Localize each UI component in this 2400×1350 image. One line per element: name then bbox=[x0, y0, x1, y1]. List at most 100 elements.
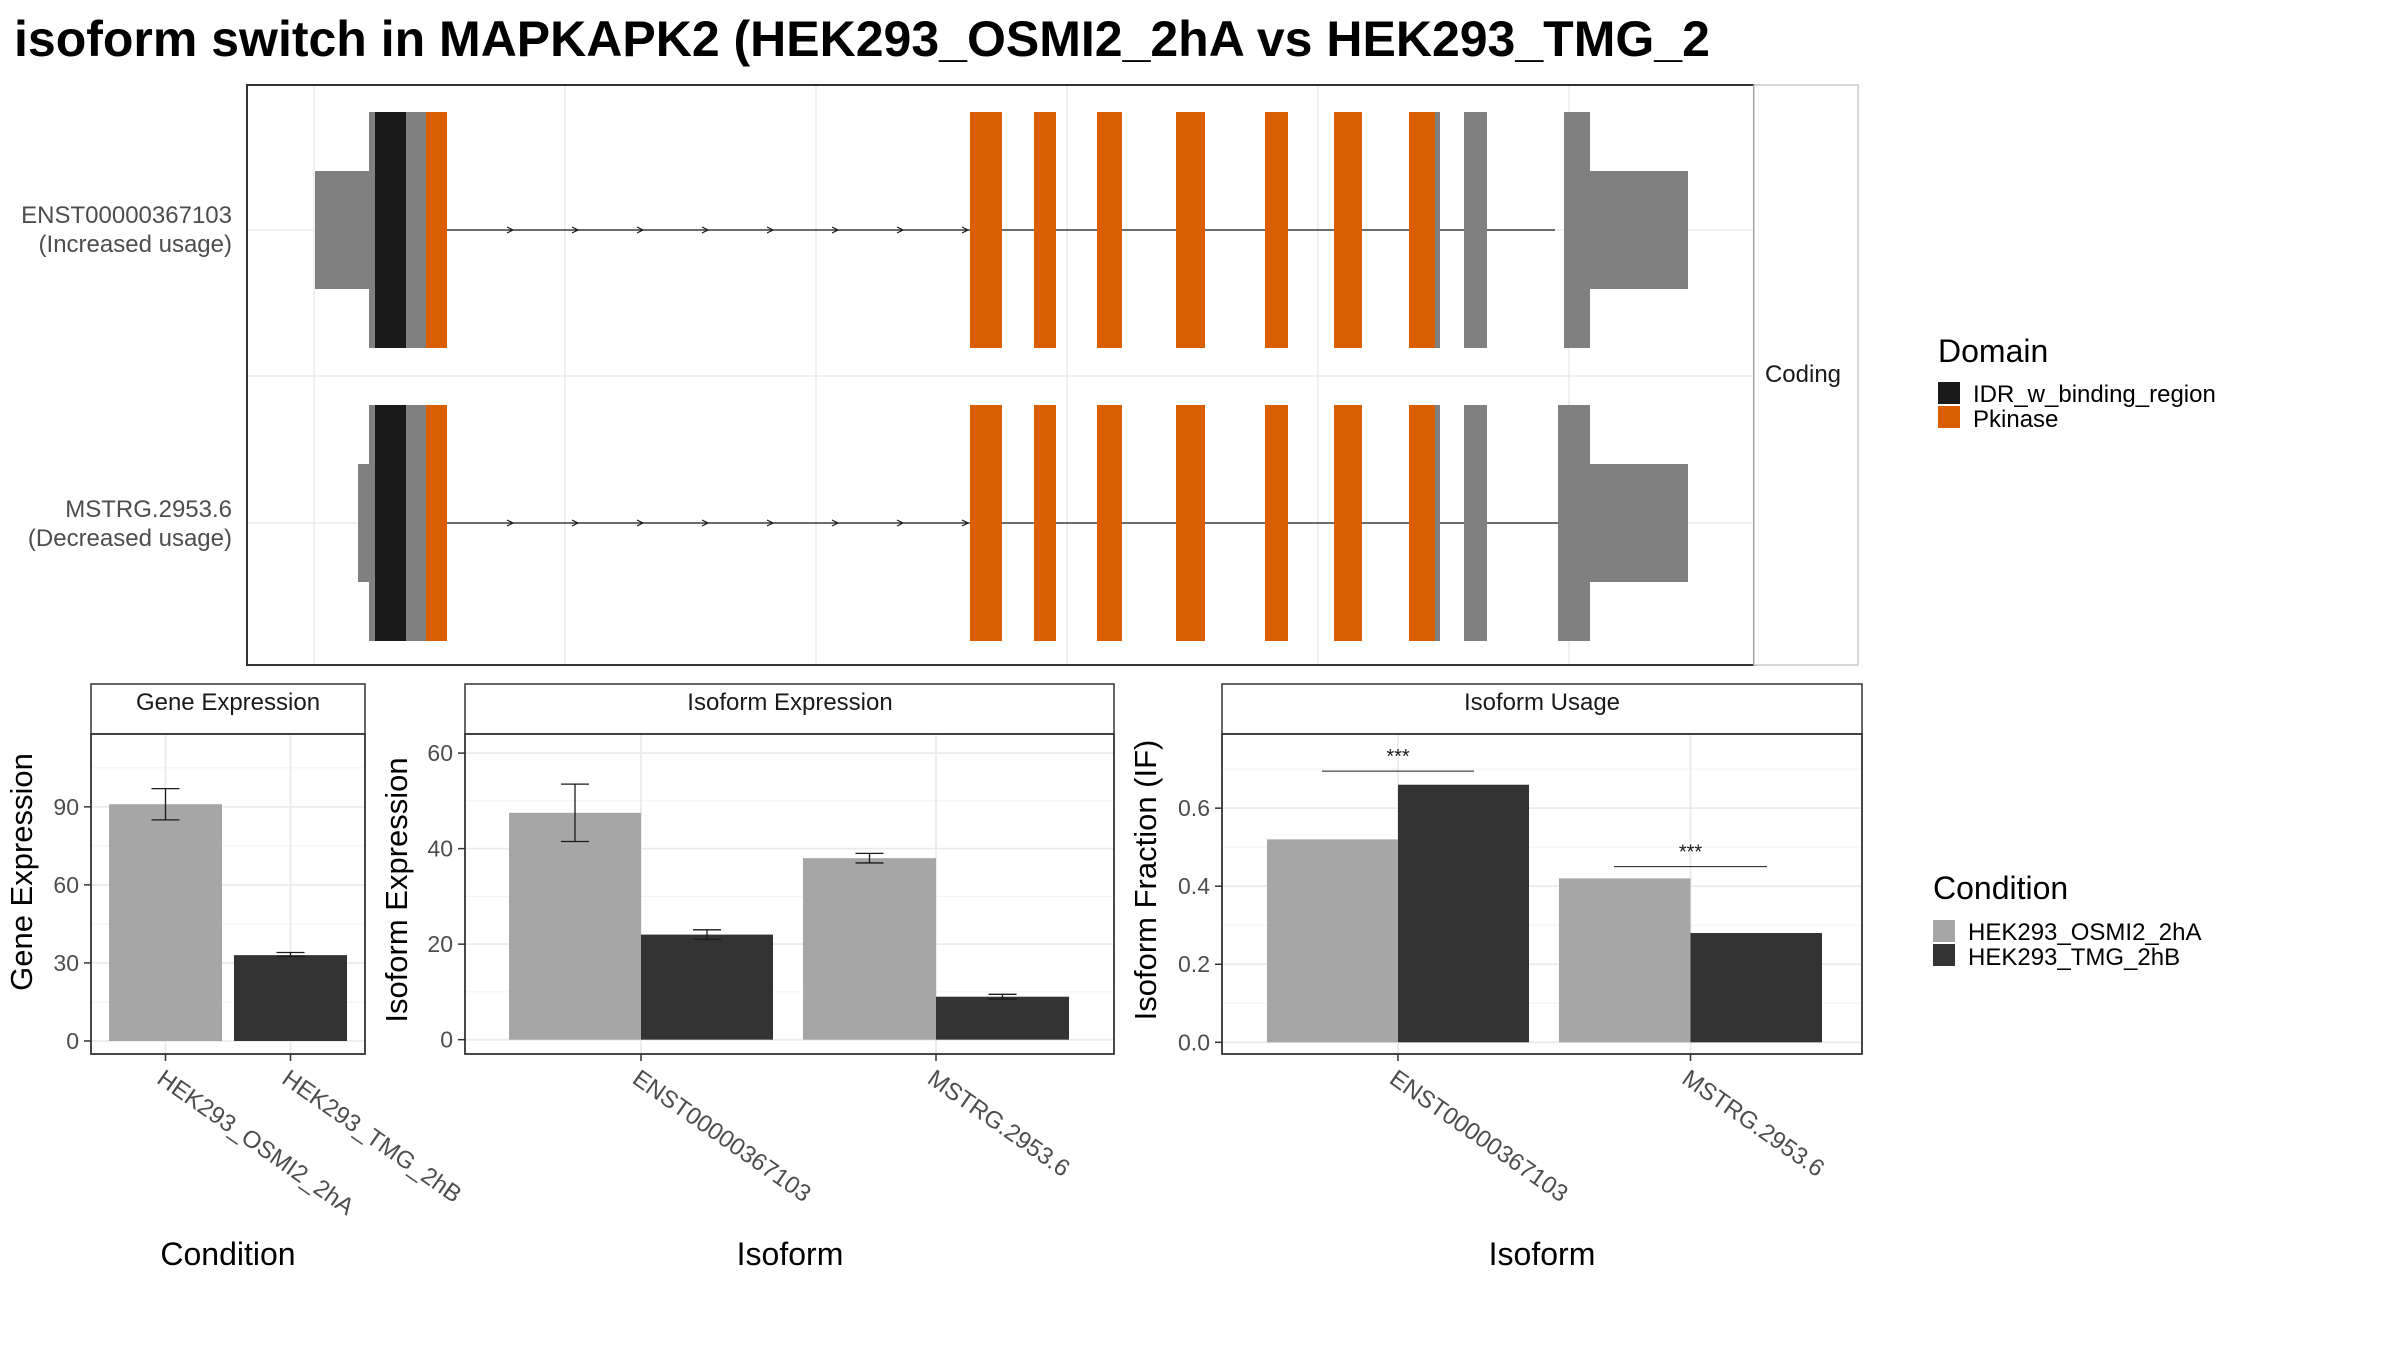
transcript-structure-panel: Coding ENST00000367103 (Increased usage)… bbox=[21, 84, 1859, 666]
isoform-expression-ylabel: Isoform Expression bbox=[379, 757, 414, 1022]
exon-1 bbox=[1558, 405, 1590, 641]
condition-label-b: HEK293_TMG_2hB bbox=[1968, 944, 2180, 971]
isoform-expression-chart: Isoform Expression Isoform Isoform Expre… bbox=[379, 683, 1115, 1272]
condition-legend: Condition HEK293_OSMI2_2hA HEK293_TMG_2h… bbox=[1933, 870, 2201, 971]
pkinase-exon-9 bbox=[1409, 112, 1435, 348]
domain-key-pkinase bbox=[1938, 406, 1960, 428]
exon-2 bbox=[1464, 405, 1487, 641]
pkinase-exon-6 bbox=[1176, 405, 1205, 641]
isoform-usage-xlabel: Isoform bbox=[1489, 1236, 1596, 1272]
transcript-model-1 bbox=[315, 112, 1688, 348]
significance-label-1: *** bbox=[1386, 746, 1410, 768]
y-tick-label: 30 bbox=[53, 950, 79, 976]
coding-exon-10 bbox=[1435, 112, 1440, 348]
y-tick-label: 90 bbox=[53, 794, 79, 820]
strand-arrow-2 bbox=[636, 519, 645, 527]
y-tick-label: 0.2 bbox=[1178, 951, 1210, 977]
y-tick-label: 0 bbox=[440, 1027, 453, 1053]
pkinase-exon-3 bbox=[970, 405, 1002, 641]
exon-2 bbox=[1464, 112, 1487, 348]
isoform-label-1: ENST00000367103 bbox=[21, 202, 232, 229]
idr-exon bbox=[375, 112, 406, 348]
gene-expression-xlabel: Condition bbox=[160, 1236, 295, 1272]
bar-tmg-1 bbox=[1398, 784, 1529, 1043]
strand-arrow-2 bbox=[636, 226, 645, 234]
strip-label-coding: Coding bbox=[1765, 361, 1841, 388]
isoform-sublabel-2: (Decreased usage) bbox=[28, 525, 232, 552]
error-bar bbox=[276, 951, 305, 958]
error-bar bbox=[988, 993, 1017, 1000]
strand-arrow-5 bbox=[831, 226, 840, 234]
x-tick-label-2: MSTRG.2953.6 bbox=[1677, 1065, 1829, 1183]
idr-exon bbox=[375, 405, 406, 641]
pkinase-exon-4 bbox=[1034, 405, 1056, 641]
isoform-sublabel-1: (Increased usage) bbox=[39, 231, 232, 258]
domain-legend: Domain IDR_w_binding_region Pkinase bbox=[1938, 333, 2216, 433]
condition-legend-title: Condition bbox=[1933, 870, 2068, 906]
pkinase-exon-5 bbox=[1097, 112, 1122, 348]
pkinase-exon-6 bbox=[1176, 112, 1205, 348]
y-tick-label: 60 bbox=[53, 872, 79, 898]
utr3-block bbox=[1590, 171, 1688, 289]
strand-arrow-5 bbox=[831, 519, 840, 527]
strand-arrow-3 bbox=[701, 519, 710, 527]
strand-arrow-7 bbox=[961, 519, 970, 527]
coding-exon-1 bbox=[406, 112, 426, 348]
condition-key-a bbox=[1933, 920, 1955, 942]
strand-arrow-1 bbox=[571, 226, 580, 234]
strand-arrow-4 bbox=[766, 519, 775, 527]
exon-1 bbox=[1564, 112, 1590, 348]
error-bar bbox=[151, 787, 180, 821]
error-bar bbox=[561, 783, 589, 843]
panel-border bbox=[1221, 733, 1863, 1055]
panel-border bbox=[464, 733, 1115, 1055]
pkinase-exon-3 bbox=[970, 112, 1002, 348]
significance-label-2: *** bbox=[1679, 842, 1703, 864]
x-tick-label-1: ENST00000367103 bbox=[1385, 1065, 1573, 1208]
bar-2 bbox=[234, 955, 347, 1041]
isoform-usage-strip-title: Isoform Usage bbox=[1464, 689, 1620, 716]
utr3-block bbox=[1590, 464, 1688, 582]
isoform-expression-strip-title: Isoform Expression bbox=[687, 689, 892, 716]
pkinase-exon-5 bbox=[1097, 405, 1122, 641]
pkinase-exon-2 bbox=[426, 405, 447, 641]
condition-label-a: HEK293_OSMI2_2hA bbox=[1968, 919, 2201, 946]
error-bar bbox=[693, 929, 721, 941]
bar-1 bbox=[109, 804, 222, 1041]
strand-arrow-4 bbox=[766, 226, 775, 234]
y-tick-label: 0.6 bbox=[1178, 795, 1210, 821]
x-tick-label-2: MSTRG.2953.6 bbox=[923, 1065, 1075, 1183]
bar-tmg-2 bbox=[936, 996, 1069, 1040]
strand-arrow-1 bbox=[571, 519, 580, 527]
bar-tmg-1 bbox=[641, 934, 773, 1040]
y-tick-label: 0.4 bbox=[1178, 873, 1210, 899]
transcript-model-2 bbox=[358, 405, 1688, 641]
x-tick-label-1: HEK293_OSMI2_2hA bbox=[152, 1065, 359, 1221]
utr5-block bbox=[315, 171, 370, 289]
y-tick-label: 20 bbox=[427, 931, 453, 957]
bar-osmi2-1 bbox=[509, 812, 641, 1040]
strip-box bbox=[1221, 683, 1863, 735]
pkinase-exon-2 bbox=[426, 112, 447, 348]
y-tick-label: 40 bbox=[427, 836, 453, 862]
pkinase-exon-8 bbox=[1334, 405, 1362, 641]
structure-strip bbox=[1753, 84, 1859, 666]
pkinase-exon-8 bbox=[1334, 112, 1362, 348]
strand-arrow-0 bbox=[506, 226, 515, 234]
strip-box bbox=[464, 683, 1115, 735]
domain-label-idr: IDR_w_binding_region bbox=[1973, 381, 2216, 408]
isoform-expression-xlabel: Isoform bbox=[737, 1236, 844, 1272]
y-tick-label: 60 bbox=[427, 740, 453, 766]
y-tick-label: 0.0 bbox=[1178, 1029, 1210, 1055]
strip-box bbox=[90, 683, 366, 735]
bar-osmi2-2 bbox=[1559, 878, 1691, 1043]
pkinase-exon-7 bbox=[1265, 405, 1288, 641]
pkinase-exon-7 bbox=[1265, 112, 1288, 348]
transcript-models bbox=[315, 112, 1688, 641]
coding-exon-1 bbox=[406, 405, 426, 641]
isoform-labels: ENST00000367103 (Increased usage) MSTRG.… bbox=[21, 202, 232, 552]
utr5-block bbox=[358, 464, 370, 582]
gene-expression-chart: Gene Expression Condition Gene Expressio… bbox=[4, 683, 466, 1272]
plot-title: isoform switch in MAPKAPK2 (HEK293_OSMI2… bbox=[14, 11, 1710, 67]
isoform-label-2: MSTRG.2953.6 bbox=[65, 496, 232, 523]
